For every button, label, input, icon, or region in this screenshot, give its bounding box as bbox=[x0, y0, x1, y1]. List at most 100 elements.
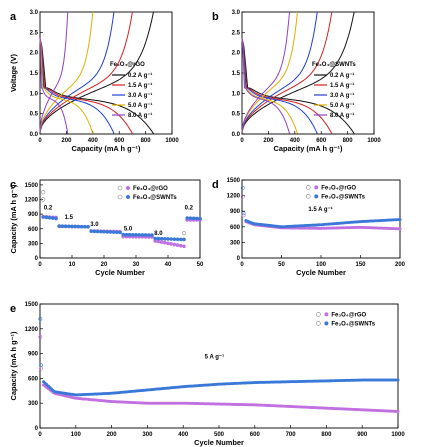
x-tick-label: 600 bbox=[250, 432, 261, 438]
data-point bbox=[185, 216, 189, 220]
data-point bbox=[159, 236, 164, 241]
legend-entry: Fe₃O₄@rGO bbox=[133, 186, 168, 192]
data-point bbox=[38, 335, 43, 339]
data-point bbox=[156, 236, 161, 241]
legend-marker-hollow bbox=[305, 185, 311, 190]
legend-marker bbox=[314, 194, 319, 199]
x-tick-label: 400 bbox=[88, 138, 99, 144]
y-tick-label: 2.5 bbox=[30, 30, 39, 36]
data-point bbox=[92, 229, 97, 234]
x-tick-label: 200 bbox=[107, 432, 118, 438]
data-point bbox=[54, 216, 58, 221]
legend-marker-hollow bbox=[117, 194, 123, 200]
x-tick-label: 150 bbox=[355, 262, 366, 268]
charge-curve-3 bbox=[39, 11, 94, 133]
x-tick-label: 10 bbox=[69, 262, 76, 268]
legend-entry: 3.0 A g⁻¹ bbox=[330, 92, 354, 99]
plot-frame bbox=[241, 179, 401, 259]
y-tick-label: 0.0 bbox=[232, 132, 241, 138]
data-point bbox=[127, 232, 132, 237]
data-point bbox=[241, 213, 246, 218]
data-point bbox=[182, 244, 186, 249]
x-tick-label: 100 bbox=[316, 262, 327, 268]
panel-letter: d bbox=[212, 179, 219, 191]
data-point bbox=[41, 190, 46, 195]
series-0 bbox=[38, 335, 400, 413]
discharge-curve-0 bbox=[39, 38, 154, 134]
legend-entry: 1.5 A g⁻¹ bbox=[330, 82, 354, 89]
data-point bbox=[137, 233, 141, 237]
x-tick-label: 800 bbox=[141, 138, 152, 144]
x-tick-label: 700 bbox=[286, 432, 297, 438]
legend-marker-hollow bbox=[117, 185, 123, 191]
x-tick-label: 500 bbox=[214, 432, 225, 438]
data-point bbox=[102, 229, 106, 234]
y-tick-label: 600 bbox=[28, 227, 39, 233]
data-point bbox=[150, 233, 154, 237]
legend-entry: 1.5 A g⁻¹ bbox=[128, 82, 152, 89]
y-tick-label: 0 bbox=[35, 256, 39, 262]
y-tick-label: 300 bbox=[230, 240, 241, 246]
series-1 bbox=[240, 185, 402, 229]
x-axis-label: Cycle Number bbox=[296, 268, 346, 277]
legend-entry: Fe₃O₄@SWNTs bbox=[133, 195, 177, 201]
y-tick-label: 0.5 bbox=[30, 112, 39, 118]
data-point bbox=[156, 239, 161, 244]
legend-marker bbox=[324, 312, 329, 317]
data-point bbox=[76, 224, 81, 229]
legend-entry: 8.0 A g⁻¹ bbox=[128, 112, 152, 119]
discharge-curve-4 bbox=[241, 38, 290, 134]
x-tick-label: 40 bbox=[165, 262, 172, 268]
panel-letter: c bbox=[10, 179, 16, 191]
legend-entry: Fe₃O₄@rGO bbox=[331, 312, 366, 318]
rate-label: 8.0 bbox=[154, 231, 163, 237]
data-point bbox=[195, 216, 199, 221]
data-point bbox=[147, 233, 151, 237]
x-tick-label: 200 bbox=[395, 262, 406, 268]
charge-curve-4 bbox=[241, 11, 290, 133]
y-tick-label: 300 bbox=[28, 241, 39, 247]
data-point bbox=[181, 231, 187, 236]
data-point bbox=[83, 224, 87, 229]
charge-curve-2 bbox=[39, 11, 115, 133]
panel-letter: b bbox=[212, 11, 219, 23]
data-point bbox=[188, 216, 193, 220]
data-point bbox=[175, 243, 180, 247]
series-1 bbox=[41, 197, 202, 242]
x-tick-label: 0 bbox=[38, 138, 42, 144]
y-axis-label: Capacity (mA h g⁻¹) bbox=[9, 331, 18, 400]
charge-curve-0 bbox=[39, 11, 154, 133]
y-axis-label: Capacity (mA h g⁻¹) bbox=[9, 184, 18, 253]
data-point bbox=[153, 236, 157, 241]
data-point bbox=[159, 240, 164, 244]
data-point bbox=[182, 237, 186, 242]
panel-letter: a bbox=[10, 11, 17, 23]
x-tick-label: 0 bbox=[38, 262, 42, 268]
data-point bbox=[241, 211, 246, 216]
discharge-curve-0 bbox=[241, 38, 355, 134]
data-point bbox=[118, 230, 122, 235]
y-tick-label: 2.5 bbox=[232, 30, 241, 36]
legend-entry: 0.2 A g⁻¹ bbox=[128, 72, 152, 79]
charge-curve-1 bbox=[39, 11, 133, 133]
data-point bbox=[198, 216, 202, 221]
data-point bbox=[172, 242, 177, 247]
data-point bbox=[166, 241, 170, 246]
x-tick-label: 600 bbox=[114, 138, 125, 144]
data-point bbox=[38, 316, 43, 321]
data-point bbox=[63, 224, 68, 229]
data-point bbox=[41, 215, 45, 219]
x-tick-label: 50 bbox=[278, 262, 285, 268]
x-tick-label: 200 bbox=[263, 138, 274, 144]
y-tick-label: 1500 bbox=[25, 302, 39, 308]
y-tick-label: 1200 bbox=[25, 327, 39, 333]
x-tick-label: 400 bbox=[178, 432, 189, 438]
rate-label: 0.2 bbox=[185, 205, 194, 211]
y-tick-label: 2.0 bbox=[232, 51, 241, 57]
x-axis-label: Cycle Number bbox=[95, 268, 145, 277]
y-tick-label: 0.5 bbox=[232, 112, 241, 118]
data-point bbox=[179, 237, 183, 242]
charge-curve-0 bbox=[241, 11, 355, 133]
x-tick-label: 200 bbox=[61, 138, 72, 144]
